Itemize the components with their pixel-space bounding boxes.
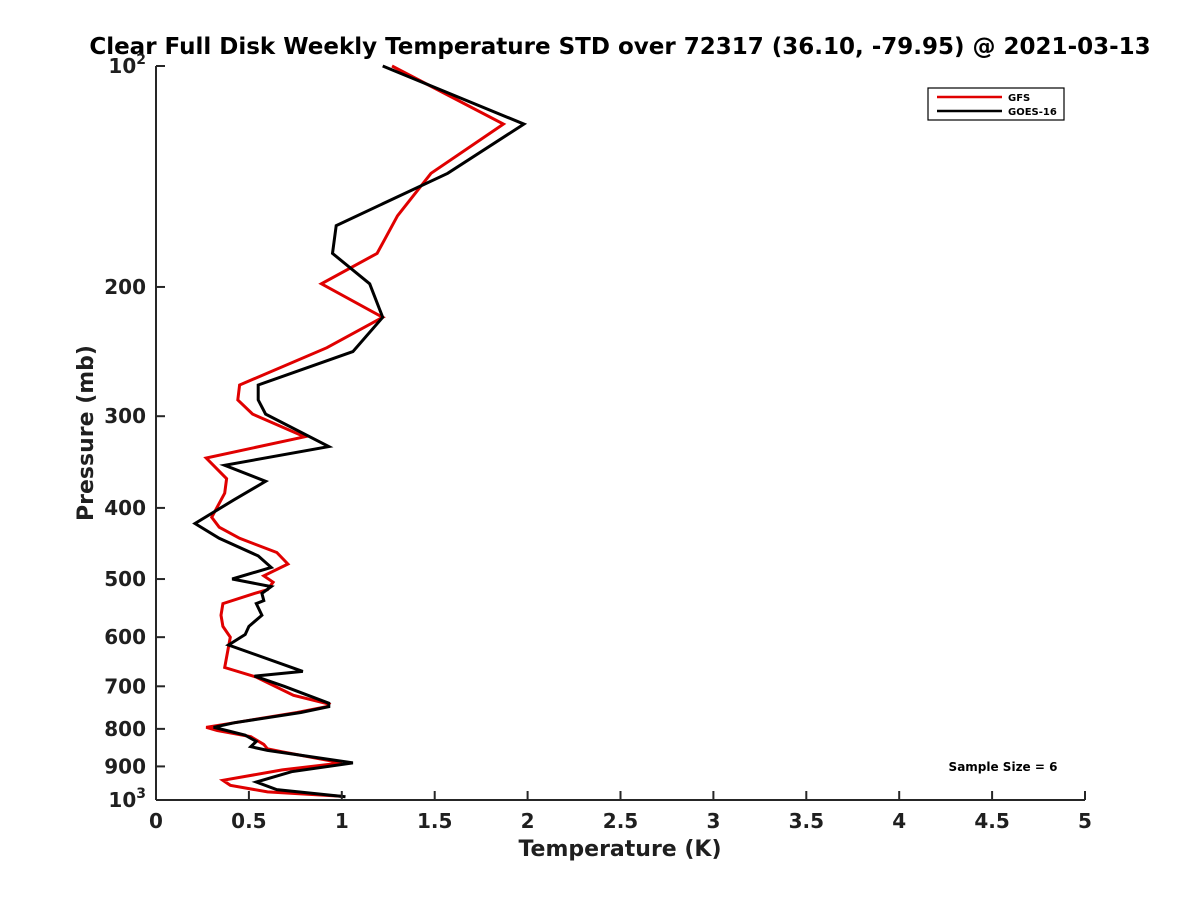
chart-title: Clear Full Disk Weekly Temperature STD o… xyxy=(89,34,1150,60)
x-tick-label: 0.5 xyxy=(231,809,266,833)
y-axis: 102 200 300 400 500 600 700 800 900 103 xyxy=(104,52,165,812)
x-tick-label: 3.5 xyxy=(789,809,824,833)
y-tick-label: 500 xyxy=(104,567,146,591)
x-tick-label: 1 xyxy=(335,809,349,833)
series-line-gfs xyxy=(203,64,507,798)
y-tick-label: 800 xyxy=(104,717,146,741)
y-axis-label: Pressure (mb) xyxy=(74,345,99,521)
x-axis: 0 0.5 1 1.5 2 2.5 3 3.5 4 4.5 5 xyxy=(149,791,1092,833)
legend-label-goes-16: GOES-16 xyxy=(1008,107,1057,118)
legend-box xyxy=(927,87,1065,121)
x-tick-label: 1.5 xyxy=(417,809,452,833)
y-tick-label: 400 xyxy=(104,496,146,520)
x-axis-label: Temperature (K) xyxy=(518,837,721,862)
x-tick-label: 2.5 xyxy=(603,809,638,833)
y-tick-label: 300 xyxy=(104,404,146,428)
legend: GFS GOES-16 xyxy=(927,87,1065,121)
series-line-goes-16 xyxy=(192,64,528,799)
y-tick-label: 600 xyxy=(104,625,146,649)
y-tick-label: 900 xyxy=(104,754,146,778)
x-tick-label: 4.5 xyxy=(974,809,1009,833)
x-tick-label: 2 xyxy=(521,809,535,833)
y-tick-label: 102 xyxy=(108,52,146,78)
y-tick-label: 103 xyxy=(108,786,146,812)
series-layer xyxy=(192,64,528,799)
y-tick-label: 200 xyxy=(104,275,146,299)
legend-label-gfs: GFS xyxy=(1008,93,1030,104)
x-tick-label: 3 xyxy=(706,809,720,833)
x-tick-label: 4 xyxy=(892,809,906,833)
sample-size-annotation: Sample Size = 6 xyxy=(949,760,1058,774)
x-tick-label: 5 xyxy=(1078,809,1092,833)
x-tick-label: 0 xyxy=(149,809,163,833)
y-tick-label: 700 xyxy=(104,674,146,698)
